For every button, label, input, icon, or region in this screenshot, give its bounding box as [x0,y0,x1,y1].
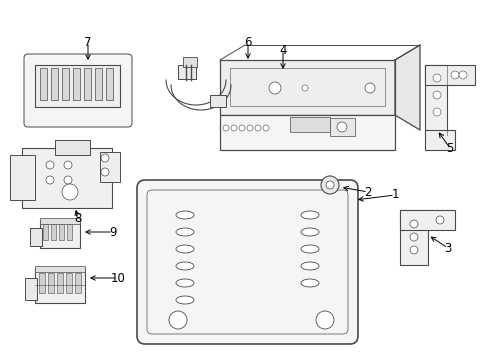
Text: 9: 9 [109,225,117,238]
Bar [84,68,91,100]
Bar [210,95,226,107]
Circle shape [410,246,418,254]
Ellipse shape [176,245,194,253]
Bar [25,278,37,300]
Circle shape [337,122,347,132]
Bar [290,117,330,132]
Bar [40,218,80,224]
Circle shape [255,125,261,131]
Bar [62,68,69,100]
Bar [425,65,475,85]
Circle shape [263,125,269,131]
Ellipse shape [301,211,319,219]
Bar [330,118,355,136]
Bar [425,65,447,135]
Circle shape [101,168,109,176]
Circle shape [321,176,339,194]
Ellipse shape [176,228,194,236]
Text: 5: 5 [446,141,454,154]
Bar [43,224,48,240]
Bar [35,266,85,272]
Bar [106,68,113,100]
Bar [35,268,85,303]
Polygon shape [395,45,420,130]
Circle shape [433,91,441,99]
Text: 8: 8 [74,211,82,225]
Circle shape [433,74,441,82]
Circle shape [247,125,253,131]
Circle shape [459,71,467,79]
Bar [51,224,56,240]
Ellipse shape [301,245,319,253]
Ellipse shape [301,262,319,270]
Circle shape [365,83,375,93]
Bar [57,273,63,293]
Bar [178,65,196,79]
Circle shape [64,176,72,184]
Circle shape [410,220,418,228]
Bar [59,224,64,240]
Text: 1: 1 [391,189,399,202]
Circle shape [239,125,245,131]
Bar [30,228,42,246]
Ellipse shape [176,262,194,270]
Bar [10,155,35,200]
Circle shape [436,216,444,224]
Circle shape [101,154,109,162]
Bar [425,130,455,150]
Bar [220,60,395,115]
Bar [100,152,120,182]
Circle shape [62,184,78,200]
Bar [39,273,45,293]
Bar [67,224,72,240]
FancyBboxPatch shape [137,180,358,344]
Bar [73,68,80,100]
Bar [66,273,72,293]
Bar [35,65,120,107]
Ellipse shape [176,211,194,219]
Circle shape [451,71,459,79]
Text: 2: 2 [364,185,372,198]
Ellipse shape [301,279,319,287]
FancyBboxPatch shape [147,190,348,334]
Circle shape [223,125,229,131]
Circle shape [269,82,281,94]
Bar [55,140,90,155]
Bar [230,68,385,106]
Text: 4: 4 [279,44,287,57]
Circle shape [46,161,54,169]
Bar [95,68,102,100]
Circle shape [46,176,54,184]
Bar [40,220,80,248]
Circle shape [64,161,72,169]
FancyBboxPatch shape [24,54,132,127]
Circle shape [302,85,308,91]
Text: 7: 7 [84,36,92,49]
Bar [400,210,428,265]
Bar [40,68,47,100]
Text: 10: 10 [111,271,125,284]
Bar [183,57,197,67]
Circle shape [169,311,187,329]
Text: 6: 6 [244,36,252,49]
Ellipse shape [176,279,194,287]
Circle shape [433,108,441,116]
Circle shape [316,311,334,329]
Circle shape [326,181,334,189]
Bar [220,115,395,150]
Bar [51,68,58,100]
Bar [400,210,455,230]
Bar [48,273,54,293]
Ellipse shape [301,228,319,236]
Text: 3: 3 [444,242,452,255]
Circle shape [231,125,237,131]
Bar [75,273,81,293]
Circle shape [410,233,418,241]
Bar [22,148,112,208]
Ellipse shape [176,296,194,304]
